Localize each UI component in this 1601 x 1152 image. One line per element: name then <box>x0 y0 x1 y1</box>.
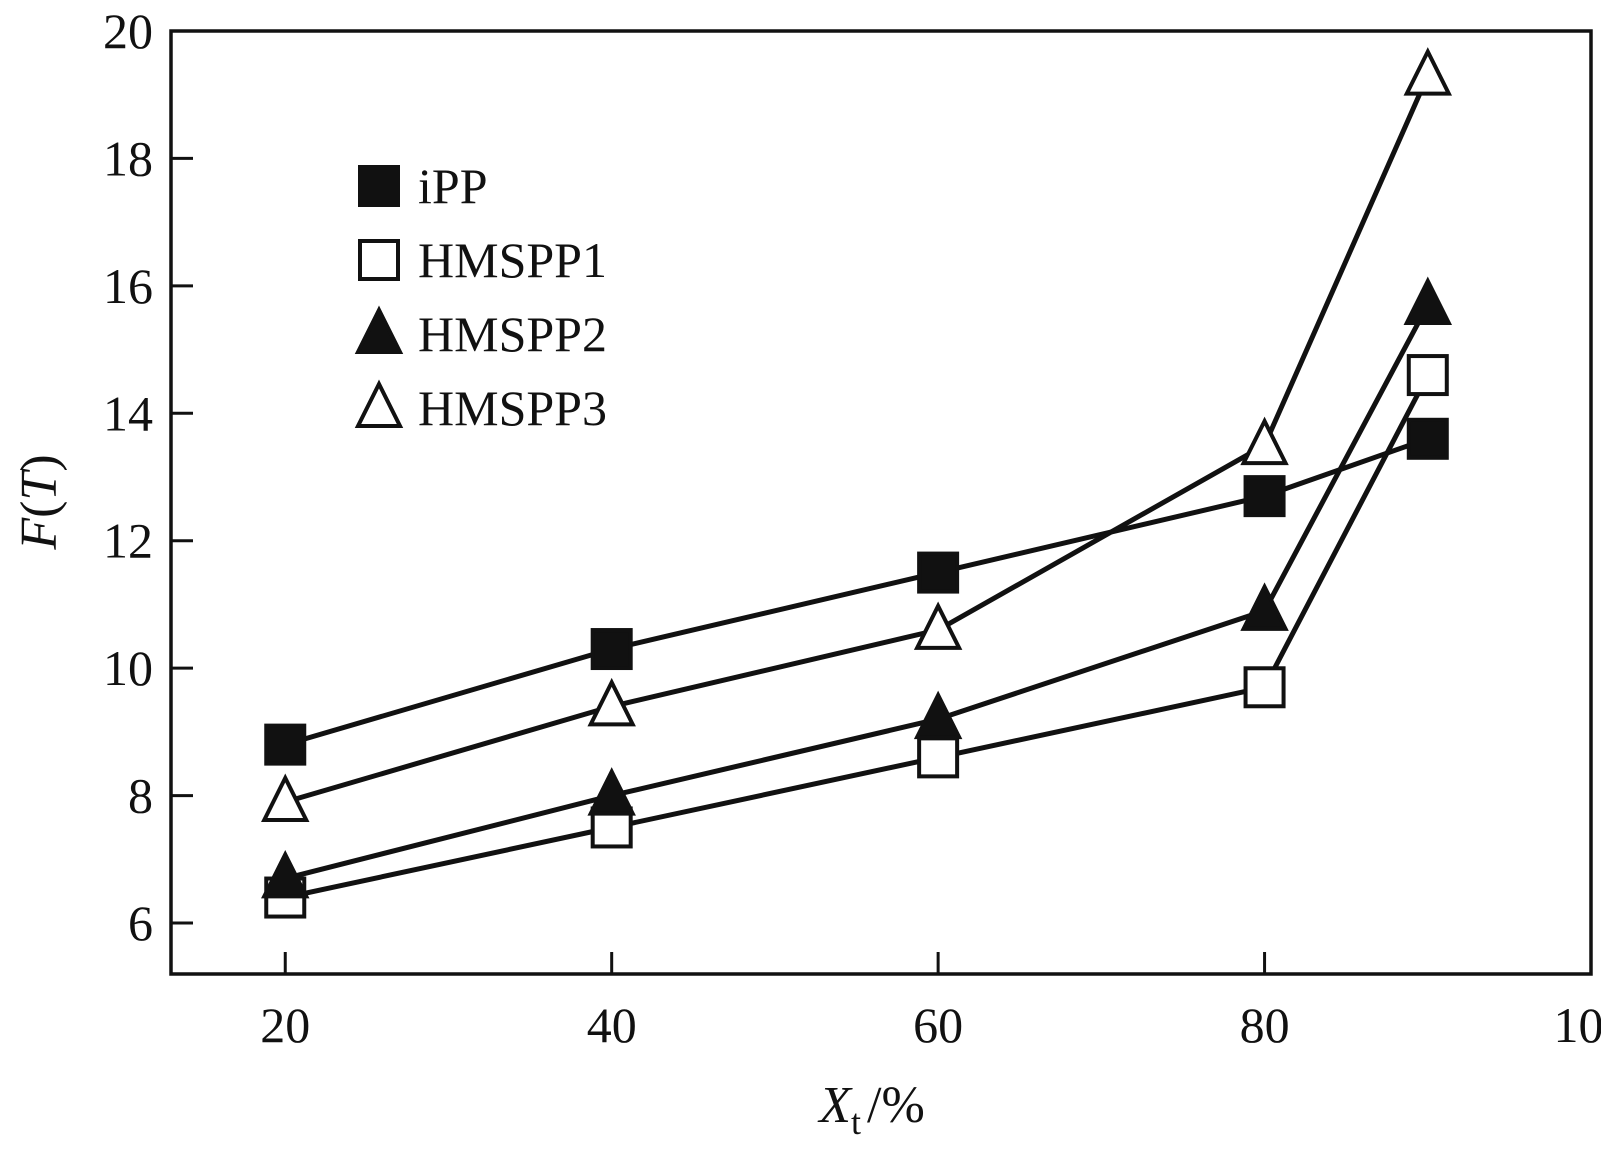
x-axis-title-subscript: t <box>851 1102 861 1142</box>
series-markers-hmspp2 <box>261 276 1453 899</box>
x-tick-label: 100 <box>1554 997 1601 1053</box>
y-axis: 6 8 10 12 14 16 18 20 <box>103 3 193 951</box>
y-axis-title-open: ( <box>11 501 68 518</box>
legend-marker <box>354 379 404 428</box>
x-axis-title-main: X <box>817 1077 853 1134</box>
y-axis-title-var: T <box>11 469 68 501</box>
y-tick-label: 16 <box>103 258 153 314</box>
legend-item: HMSPP3 <box>354 379 607 436</box>
data-point <box>917 551 960 594</box>
y-axis-title: F(T) <box>11 454 68 550</box>
data-point <box>590 628 633 671</box>
y-tick-label: 12 <box>103 513 153 569</box>
legend-item: HMSPP1 <box>358 232 607 288</box>
data-point <box>1403 276 1453 325</box>
y-tick-label: 18 <box>103 130 153 186</box>
legend-label: HMSPP1 <box>418 232 607 288</box>
legend-marker <box>358 165 400 207</box>
data-point <box>913 601 963 650</box>
data-point <box>1243 475 1286 518</box>
legend-marker <box>358 239 400 281</box>
data-point <box>264 723 307 766</box>
x-tick-label: 20 <box>260 997 310 1053</box>
data-point <box>917 736 960 779</box>
data-point <box>913 690 963 740</box>
data-point <box>1406 354 1449 397</box>
y-tick-label: 10 <box>103 640 153 696</box>
plot-frame <box>169 29 1593 976</box>
data-point <box>1403 47 1453 96</box>
series-layer <box>261 47 1453 919</box>
legend-marker <box>354 305 404 354</box>
x-axis-title-unit: /% <box>867 1077 925 1134</box>
data-point <box>1243 666 1286 709</box>
data-point <box>587 677 636 727</box>
data-point <box>587 767 636 816</box>
x-axis-title: Xt/% <box>817 1077 925 1142</box>
data-point <box>261 849 310 899</box>
x-tick-label: 40 <box>587 997 637 1053</box>
legend: iPP HMSPP1 HMSPP2 HMSPP3 <box>354 158 607 436</box>
series-markers-ipp <box>264 417 1449 766</box>
x-axis: 20 40 60 80 100 <box>260 952 1601 1053</box>
legend-label: iPP <box>418 158 488 214</box>
y-tick-label: 8 <box>128 768 153 824</box>
data-point <box>1240 416 1289 466</box>
legend-item: HMSPP2 <box>354 305 607 362</box>
x-tick-label: 80 <box>1240 997 1290 1053</box>
legend-label: HMSPP3 <box>418 380 607 436</box>
y-tick-label: 14 <box>103 385 153 441</box>
data-point <box>1406 417 1449 460</box>
y-axis-title-close: ) <box>11 454 68 471</box>
y-axis-title-main: F <box>11 517 68 551</box>
legend-label: HMSPP2 <box>418 306 607 362</box>
series-markers-hmspp3 <box>261 47 1453 822</box>
x-tick-label: 60 <box>913 997 963 1053</box>
y-tick-label: 6 <box>128 895 153 951</box>
data-point <box>261 773 310 822</box>
y-tick-label: 20 <box>103 3 153 59</box>
legend-item: iPP <box>358 158 488 214</box>
data-point <box>1240 582 1289 631</box>
